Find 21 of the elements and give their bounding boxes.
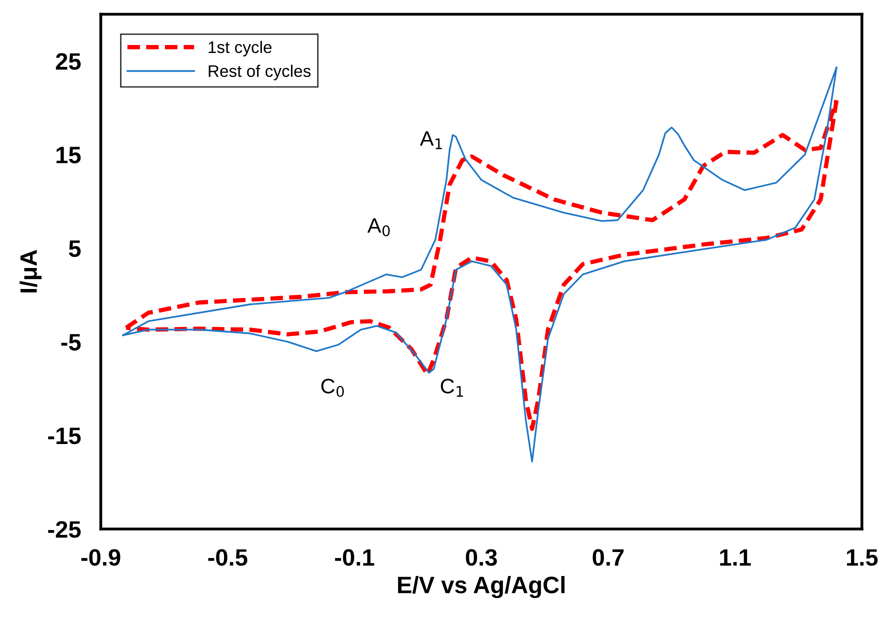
x-axis-title: E/V vs Ag/AgCl <box>398 576 565 598</box>
y-axis-title: I/μA <box>20 250 42 292</box>
x-tick-label: -0.9 <box>81 549 120 566</box>
x-tick-label: 1.5 <box>846 549 878 566</box>
annotation: A$_{1}$ <box>420 131 442 150</box>
y-tick-label: -25 <box>48 521 81 538</box>
y-tick-label: -5 <box>61 334 81 351</box>
x-tick-label: 0.3 <box>466 549 497 566</box>
x-tick-label: -0.5 <box>208 549 248 566</box>
x-tick-label: 0.7 <box>592 549 624 566</box>
legend-label: Rest of cycles <box>208 64 311 80</box>
x-tick-label: -0.1 <box>335 549 374 566</box>
annotation: C$_{0}$ <box>321 378 344 397</box>
y-tick-label: 5 <box>68 240 81 257</box>
annotation: A$_{0}$ <box>367 218 390 236</box>
y-tick-label: 25 <box>56 53 81 70</box>
x-tick-label: 1.1 <box>720 549 751 566</box>
annotation: C$_{1}$ <box>440 378 463 397</box>
y-tick-label: -15 <box>48 428 81 444</box>
legend-label: 1st cycle <box>208 40 272 56</box>
y-tick-label: 15 <box>56 146 81 164</box>
